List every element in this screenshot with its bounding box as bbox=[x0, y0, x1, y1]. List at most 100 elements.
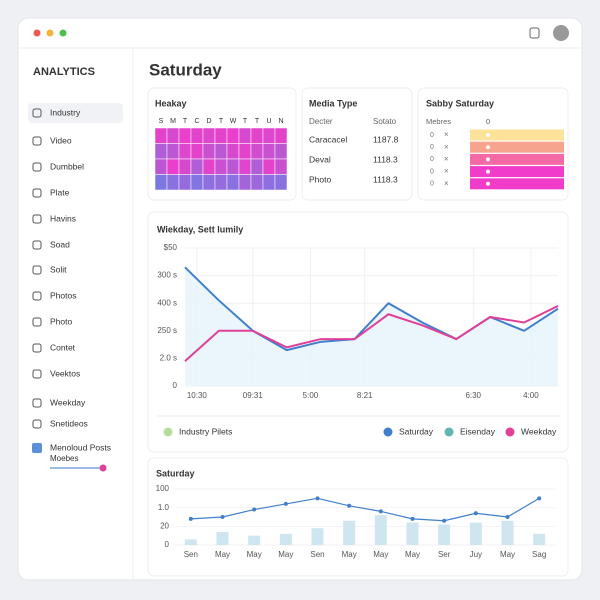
nav-item[interactable]: Contet bbox=[50, 342, 76, 352]
legend-swatch bbox=[383, 427, 393, 437]
day-label: T bbox=[243, 118, 248, 125]
y-tick-label: 400 s bbox=[157, 298, 177, 307]
heat-cell bbox=[226, 158, 240, 175]
y-tick-label: 2.0 s bbox=[160, 354, 177, 363]
heat-cell bbox=[250, 143, 264, 160]
heat-cell bbox=[262, 174, 276, 191]
max-dot[interactable] bbox=[59, 29, 67, 37]
nav-icon bbox=[32, 369, 42, 379]
cell: Deval bbox=[309, 154, 331, 164]
bar bbox=[184, 539, 197, 545]
nav-icon bbox=[32, 265, 42, 275]
heat-cell bbox=[178, 174, 192, 191]
share-icon[interactable] bbox=[529, 27, 540, 39]
legend-label[interactable]: Eisenday bbox=[460, 426, 496, 436]
checkbox[interactable] bbox=[32, 443, 42, 453]
point bbox=[188, 516, 193, 521]
line bbox=[184, 266, 559, 352]
nav-item[interactable]: Veektos bbox=[50, 368, 80, 378]
cell: 0 bbox=[430, 144, 434, 151]
color-bar bbox=[470, 129, 564, 141]
nav-icon bbox=[32, 188, 42, 198]
x-tick-label: 09:31 bbox=[243, 391, 264, 400]
legend-swatch bbox=[505, 427, 515, 437]
close-dot[interactable] bbox=[33, 29, 41, 37]
heat-cell bbox=[214, 127, 228, 144]
card-title: Saturday bbox=[156, 468, 195, 478]
cell: Caracacel bbox=[309, 134, 347, 144]
cell: × bbox=[444, 167, 449, 176]
heat-cell bbox=[166, 143, 180, 160]
heat-cell bbox=[238, 127, 252, 144]
bar bbox=[406, 522, 419, 545]
slider-knob[interactable] bbox=[99, 464, 107, 472]
heat-cell bbox=[226, 127, 240, 144]
nav-item[interactable]: Menoloud Posts bbox=[50, 442, 111, 452]
nav-item[interactable]: Havins bbox=[50, 213, 76, 223]
dot bbox=[486, 157, 490, 162]
y-tick-label: 0 bbox=[173, 381, 178, 390]
y-tick-label: 100 bbox=[156, 484, 170, 493]
heat-cell bbox=[154, 158, 168, 175]
line bbox=[184, 305, 559, 362]
legend-label[interactable]: Industry Pilets bbox=[179, 426, 232, 436]
dot bbox=[486, 133, 490, 137]
nav-icon bbox=[32, 162, 42, 172]
nav-item[interactable]: Weekday bbox=[50, 397, 86, 407]
heat-cell bbox=[166, 174, 180, 191]
bar bbox=[533, 533, 546, 545]
nav-item[interactable]: Soad bbox=[50, 239, 70, 249]
point bbox=[473, 511, 478, 516]
day-label: S bbox=[159, 118, 164, 125]
heat-cell bbox=[166, 158, 180, 175]
avatar[interactable] bbox=[553, 25, 569, 41]
nav-item[interactable]: Plate bbox=[50, 187, 70, 197]
sidebar-sub: Moebes bbox=[50, 454, 78, 463]
active-item bbox=[28, 103, 123, 123]
nav-item[interactable]: Dumbbel bbox=[50, 161, 84, 171]
cell: 1118.3 bbox=[373, 174, 398, 184]
heat-cell bbox=[202, 143, 216, 160]
bar bbox=[469, 522, 482, 545]
col-header: Decter bbox=[309, 117, 333, 126]
bar bbox=[216, 531, 229, 545]
nav-icon bbox=[32, 398, 42, 408]
cell: 1118.3 bbox=[373, 154, 398, 164]
nav-item[interactable]: Solit bbox=[50, 264, 67, 274]
heat-cell bbox=[178, 143, 192, 160]
day-label: T bbox=[183, 118, 188, 125]
legend-label[interactable]: Saturday bbox=[399, 426, 434, 436]
nav-item[interactable]: Video bbox=[50, 135, 72, 145]
heat-cell bbox=[238, 158, 252, 175]
y-tick-label: 300 s bbox=[157, 271, 177, 280]
color-bar bbox=[470, 141, 564, 153]
heat-cell bbox=[178, 158, 192, 175]
nav-item[interactable]: Photo bbox=[50, 316, 72, 326]
x-tick-label: Sen bbox=[184, 550, 198, 559]
point bbox=[315, 496, 320, 501]
heat-cell bbox=[154, 143, 168, 160]
col-header: 0 bbox=[486, 117, 490, 126]
nav-item[interactable]: Photos bbox=[50, 290, 76, 300]
cell: × bbox=[444, 130, 449, 139]
nav-item[interactable]: Industry bbox=[50, 107, 81, 117]
heat-cell bbox=[154, 127, 168, 144]
card-title: Heakay bbox=[155, 98, 187, 108]
y-tick-label: 20 bbox=[160, 521, 169, 530]
nav-icon bbox=[32, 291, 42, 301]
cell: × bbox=[444, 142, 449, 151]
heat-cell bbox=[214, 158, 228, 175]
cell: × bbox=[444, 179, 449, 188]
heat-cell bbox=[250, 158, 264, 175]
card bbox=[147, 457, 569, 577]
point bbox=[283, 501, 288, 506]
legend-label[interactable]: Weekday bbox=[521, 426, 557, 436]
heat-cell bbox=[250, 127, 264, 144]
min-dot[interactable] bbox=[46, 29, 54, 37]
heat-cell bbox=[274, 158, 288, 175]
x-tick-label: Juy bbox=[470, 550, 482, 559]
nav-item[interactable]: Snetideos bbox=[50, 418, 88, 428]
point bbox=[347, 503, 352, 508]
x-tick-label: Ser bbox=[438, 550, 451, 559]
card-title: Media Type bbox=[309, 98, 357, 108]
